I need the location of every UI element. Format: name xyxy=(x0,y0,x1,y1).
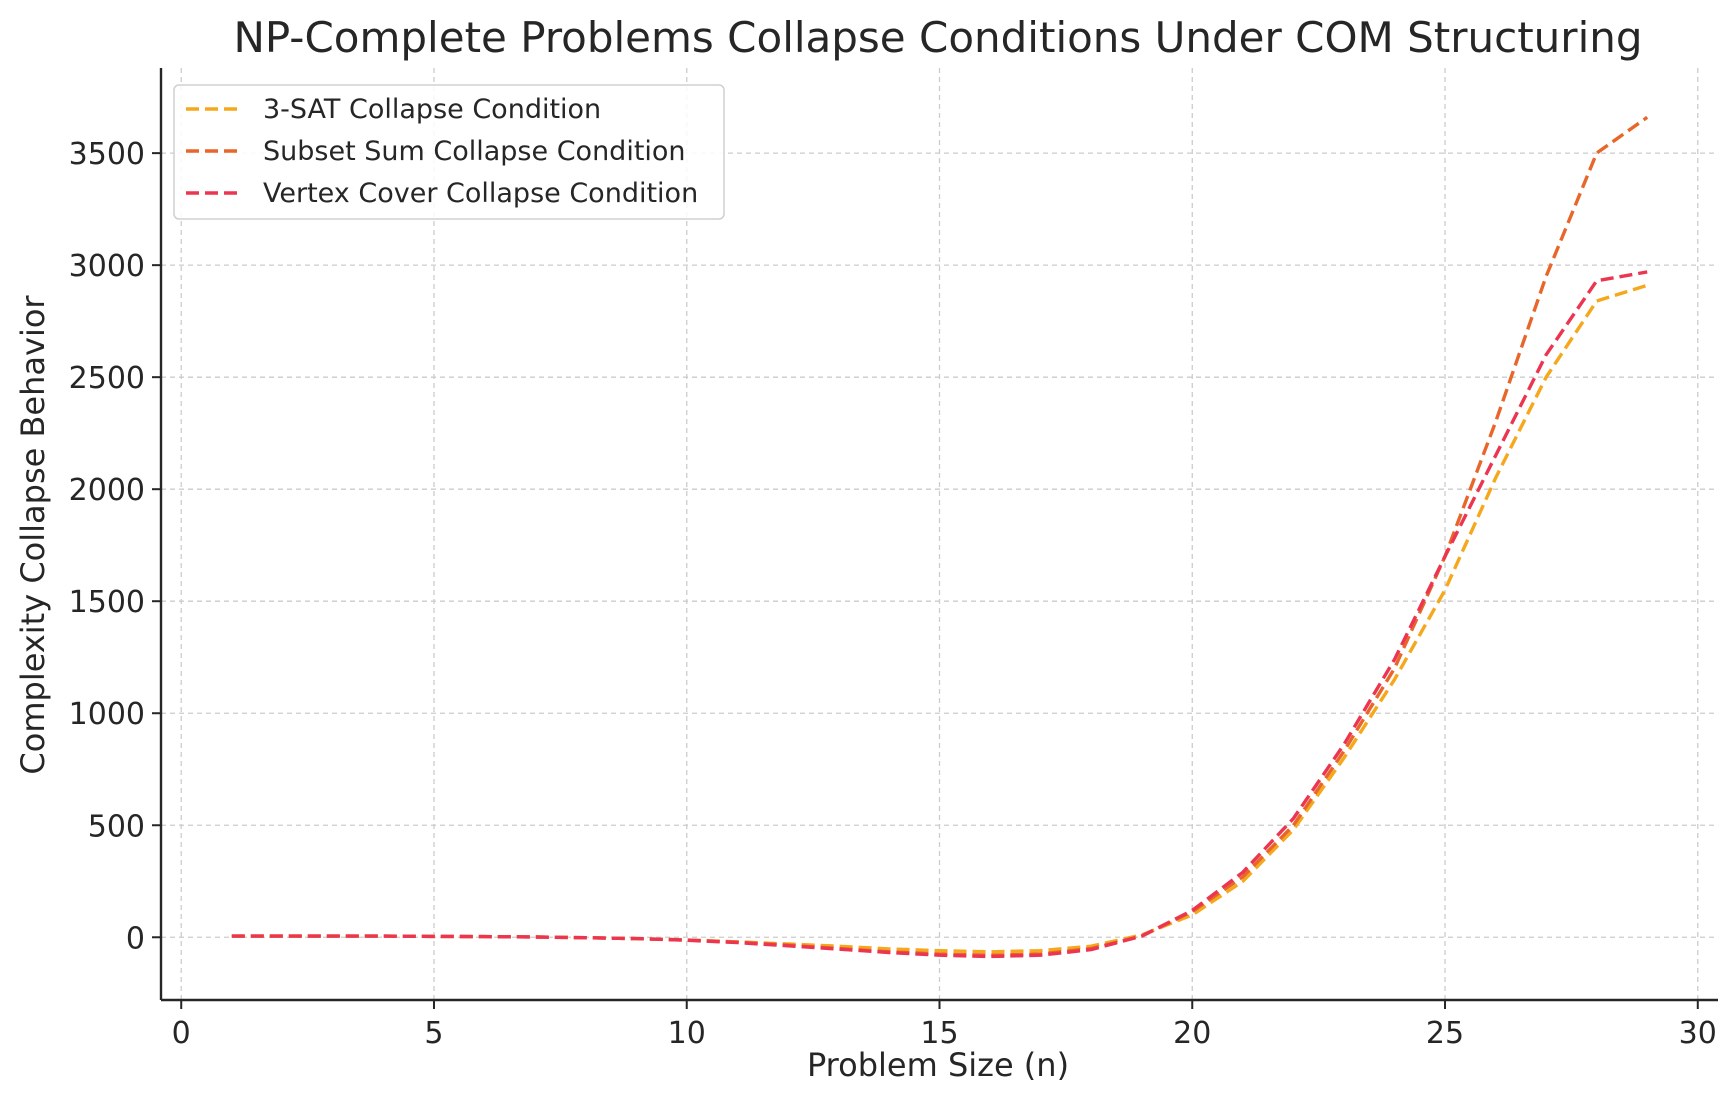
y-tick-label: 2500 xyxy=(69,361,145,396)
chart-title: NP-Complete Problems Collapse Conditions… xyxy=(233,13,1642,62)
legend-label: Vertex Cover Collapse Condition xyxy=(263,178,698,209)
y-tick-label: 2000 xyxy=(69,473,145,508)
x-tick-label: 25 xyxy=(1426,1016,1464,1051)
x-axis-label: Problem Size (n) xyxy=(807,1046,1069,1084)
y-tick-label: 500 xyxy=(88,809,145,844)
x-tick-label: 5 xyxy=(424,1016,443,1051)
series-line-3 xyxy=(231,270,1648,959)
y-axis-label: Complexity Collapse Behavior xyxy=(14,295,52,775)
x-tick-label: 10 xyxy=(668,1016,706,1051)
y-tick-label: 0 xyxy=(126,921,145,956)
axes xyxy=(152,68,1718,1009)
series-lines xyxy=(231,115,1649,959)
y-tick-label: 1000 xyxy=(69,697,145,732)
y-tick-label: 3000 xyxy=(69,249,145,284)
y-tick-label: 3500 xyxy=(69,137,145,172)
y-tick-label: 1500 xyxy=(69,585,145,620)
x-tick-label: 15 xyxy=(920,1016,958,1051)
tick-labels: 0 5 10 15 20 25 30 0 500 1000 1500 2000 2500 3000 3500 xyxy=(69,137,1717,1051)
legend: 3-SAT Collapse Condition Subset Sum Colla… xyxy=(173,84,725,220)
grid xyxy=(161,68,1718,1000)
legend-box xyxy=(173,84,725,220)
x-tick-label: 30 xyxy=(1679,1016,1717,1051)
x-tick-label: 20 xyxy=(1173,1016,1211,1051)
legend-label: 3-SAT Collapse Condition xyxy=(263,94,601,125)
legend-label: Subset Sum Collapse Condition xyxy=(263,136,686,167)
x-tick-label: 0 xyxy=(172,1016,191,1051)
